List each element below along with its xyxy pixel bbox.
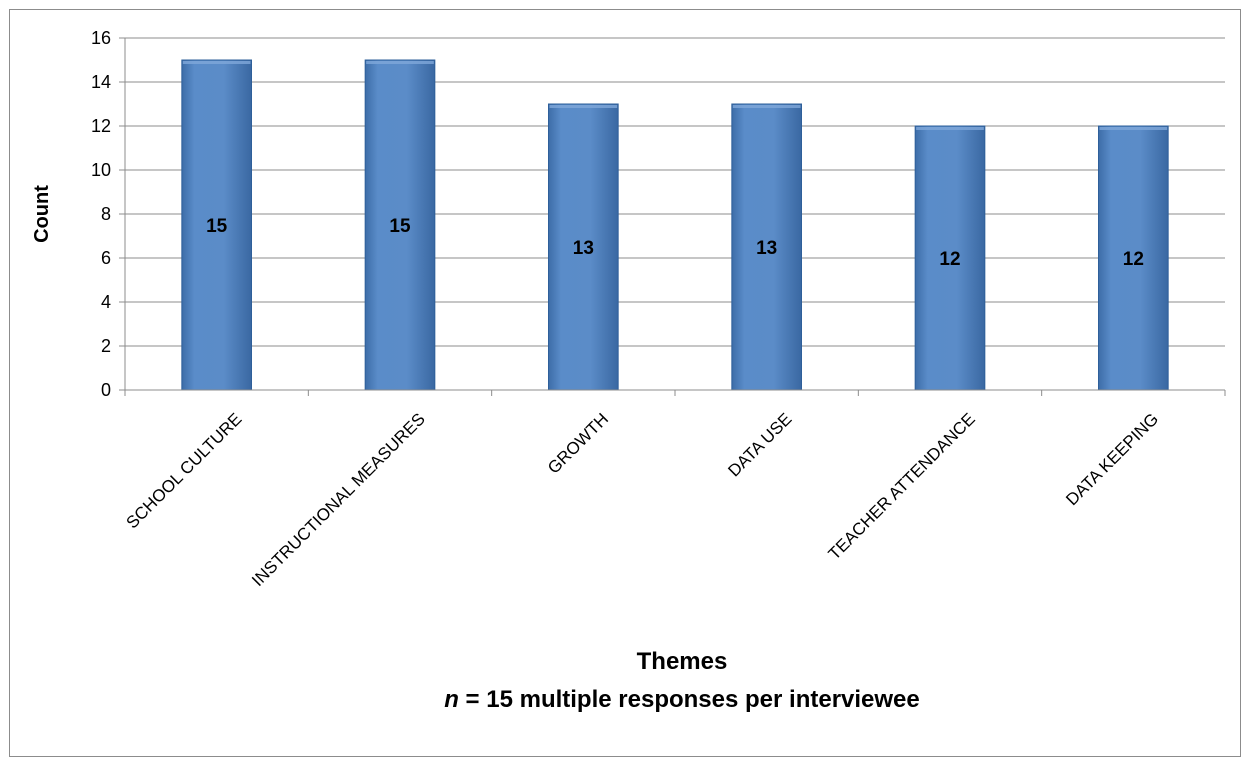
- y-tick-label-2: 2: [101, 336, 111, 356]
- bar-0: [181, 59, 252, 391]
- bar-highlight-4: [916, 127, 984, 130]
- y-tick-label-8: 8: [101, 204, 111, 224]
- y-tick-label-10: 10: [91, 160, 111, 180]
- x-axis-note: n = 15 multiple responses per interviewe…: [444, 686, 920, 713]
- data-label-2: 13: [573, 238, 594, 259]
- bar-1: [364, 59, 436, 391]
- x-axis-note-italic: n: [444, 686, 459, 713]
- bar-5: [1098, 125, 1169, 391]
- bar-chart: 0 2 4 6 8 10 12 14 16 15 SCHOOL CULTURE 15 INSTRUCTI…: [31, 28, 1226, 713]
- data-label-4: 12: [939, 249, 960, 270]
- y-tick-label-6: 6: [101, 248, 111, 268]
- category-label-3: DATA USE: [724, 409, 795, 480]
- category-label-5: DATA KEEPING: [1062, 409, 1162, 509]
- y-tick-label-12: 12: [91, 116, 111, 136]
- category-label-1: INSTRUCTIONAL MEASURES: [248, 409, 429, 590]
- bar-highlight-2: [549, 105, 618, 108]
- bar-highlight-3: [732, 105, 801, 108]
- gridlines: [125, 37, 1225, 347]
- chart-frame: 0 2 4 6 8 10 12 14 16 15 SCHOOL CULTURE 15 INSTRUCTI…: [9, 9, 1241, 757]
- bar-4: [914, 125, 986, 391]
- category-label-2: GROWTH: [544, 409, 612, 477]
- category-label-0: SCHOOL CULTURE: [123, 409, 246, 532]
- category-label-4: TEACHER ATTENDANCE: [825, 409, 979, 563]
- y-tick-label-16: 16: [91, 28, 111, 48]
- y-tick-label-14: 14: [91, 72, 111, 92]
- y-tick-label-4: 4: [101, 292, 111, 312]
- axes: [119, 37, 1226, 396]
- data-label-3: 13: [756, 238, 777, 259]
- bar-2: [548, 103, 619, 391]
- data-label-1: 15: [389, 216, 411, 237]
- bar-highlight-0: [182, 61, 251, 64]
- x-axis-title: Themes: [637, 648, 728, 675]
- bar-highlight-1: [366, 61, 434, 64]
- data-label-5: 12: [1123, 249, 1144, 270]
- y-axis-title: Count: [31, 185, 53, 243]
- y-tick-label-0: 0: [101, 380, 111, 400]
- bar-highlight-5: [1099, 127, 1168, 130]
- x-axis-note-rest: = 15 multiple responses per interviewee: [459, 686, 920, 713]
- bar-3: [731, 103, 802, 391]
- bars: [181, 59, 1169, 391]
- data-label-0: 15: [206, 216, 228, 237]
